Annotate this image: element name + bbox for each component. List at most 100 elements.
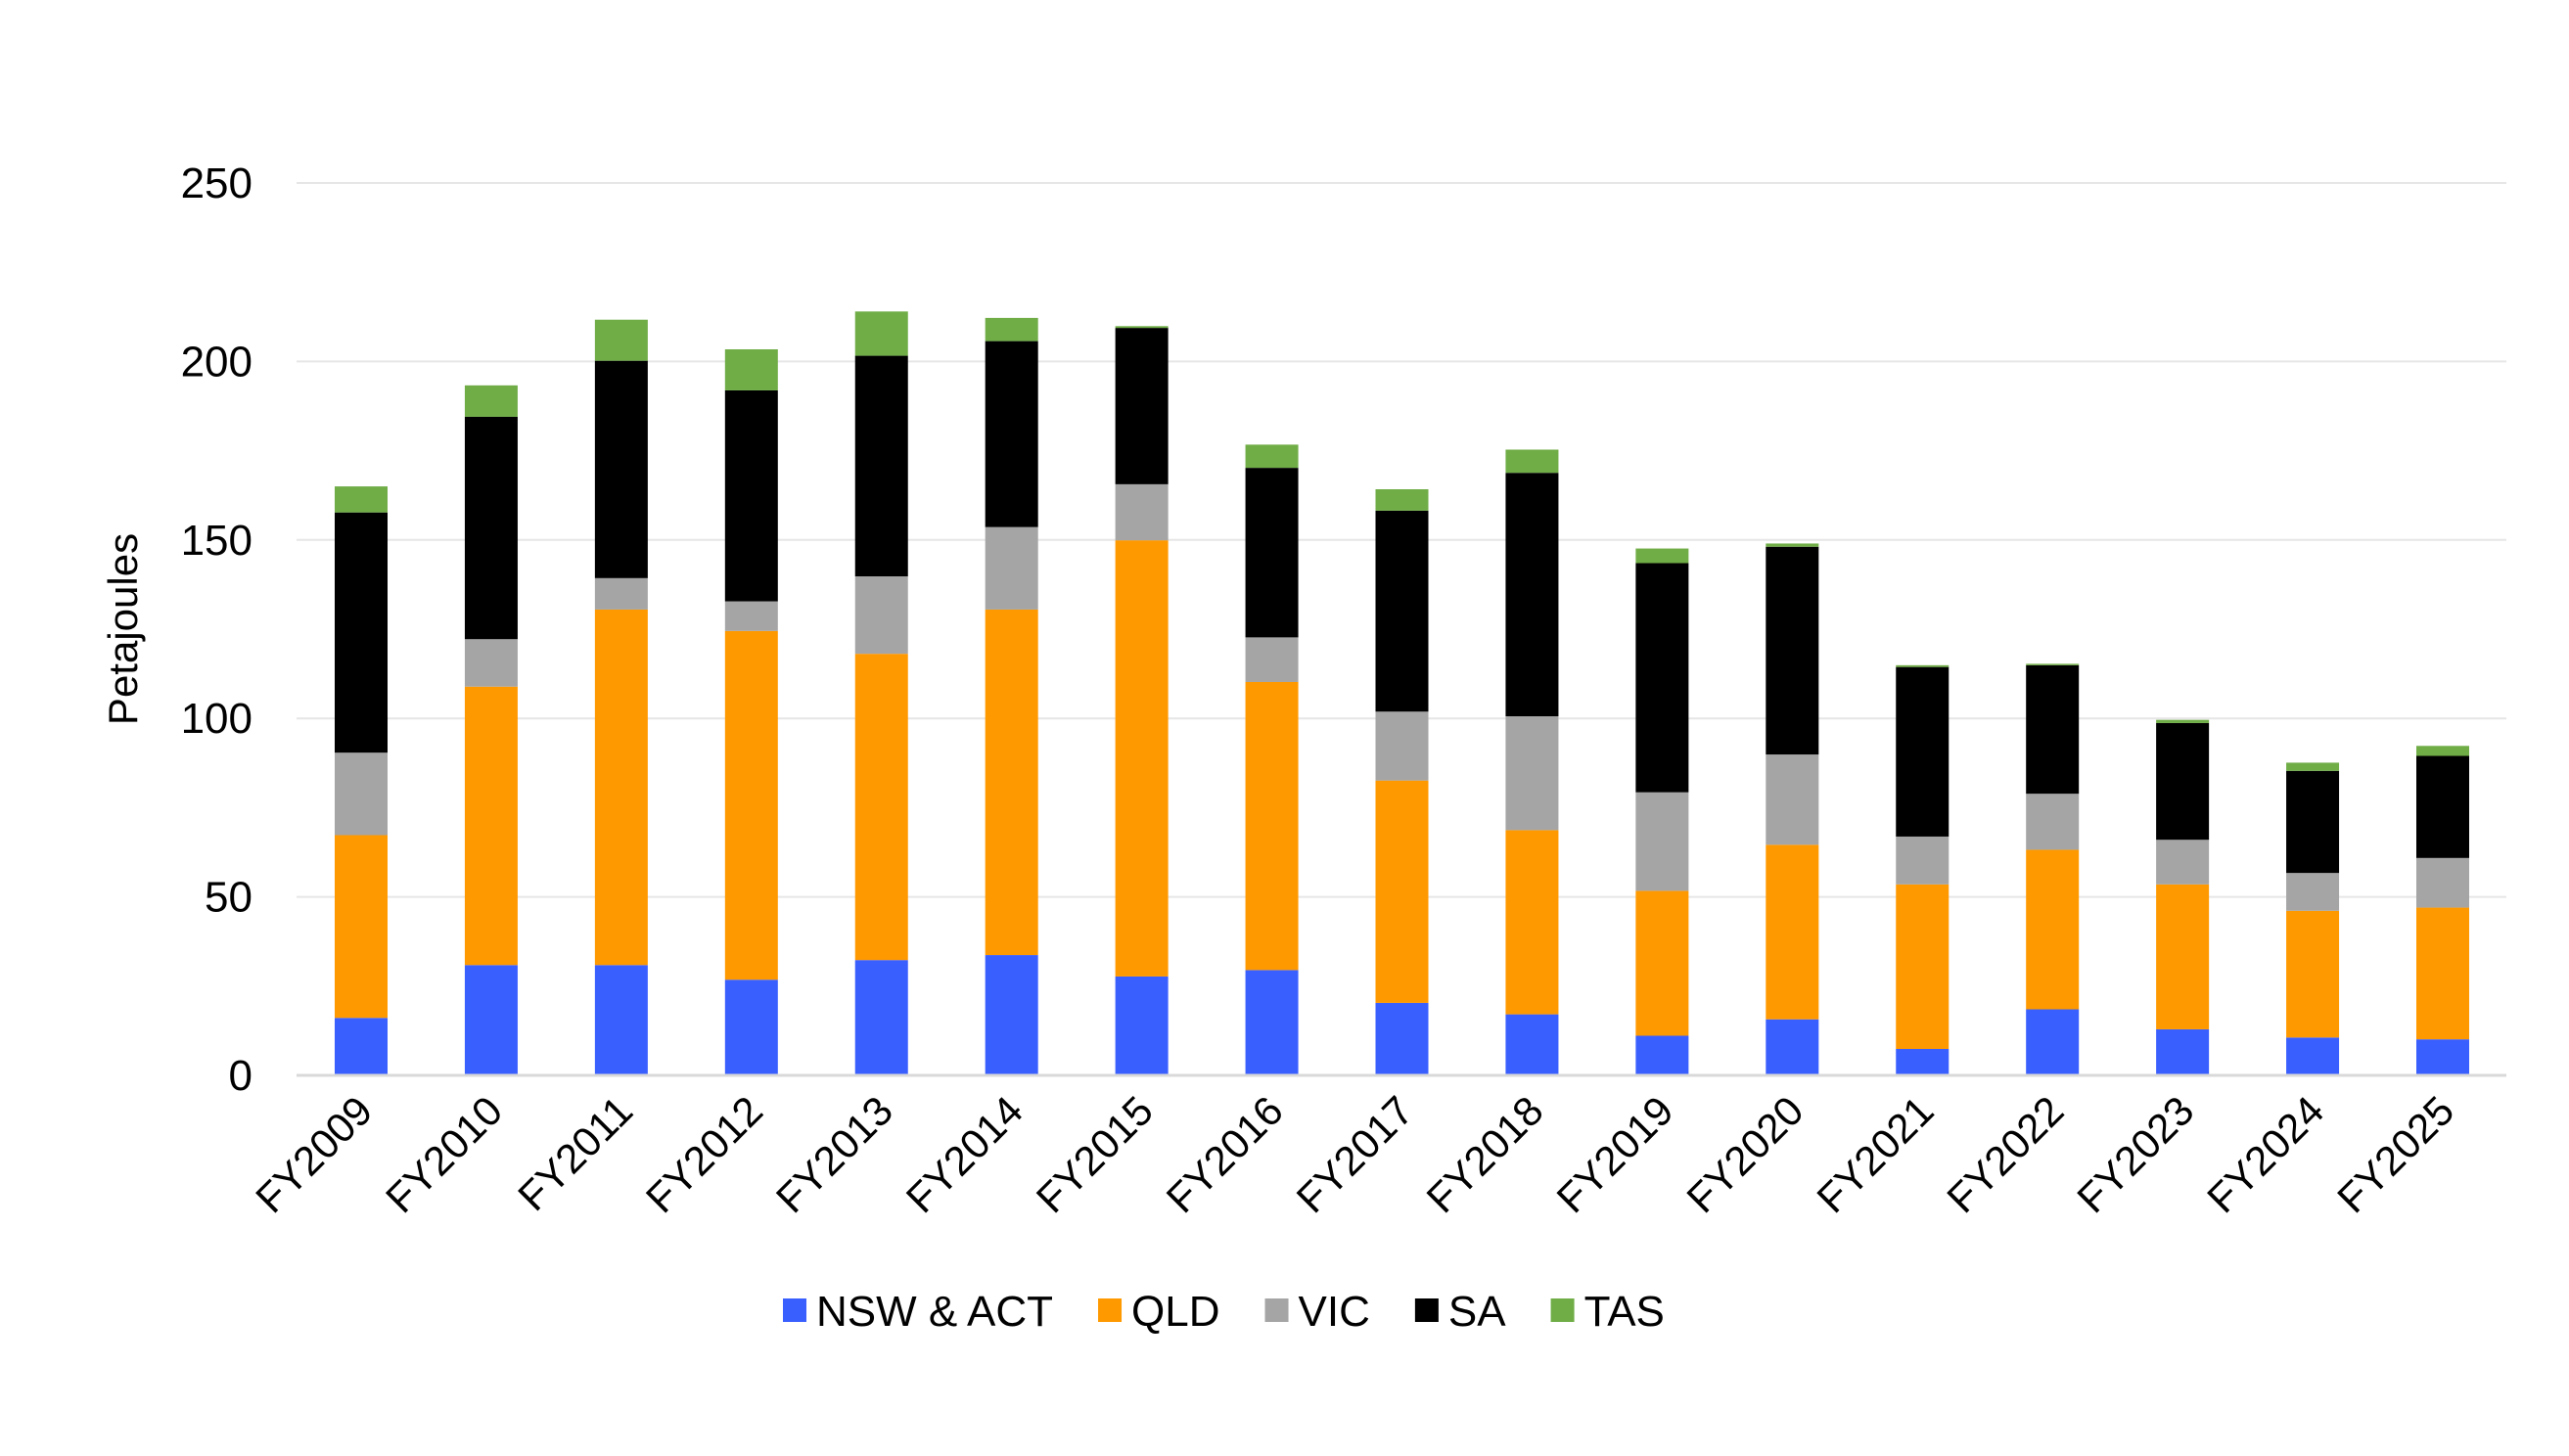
x-tick-label: FY2014 (897, 1087, 1032, 1221)
bar-segment-nsw-act-fy2015 (1115, 976, 1169, 1075)
x-tick-label: FY2019 (1547, 1087, 1681, 1221)
legend-swatch (1550, 1298, 1575, 1322)
legend-label: VIC (1299, 1288, 1370, 1336)
bar-segment-vic-fy2025 (2416, 857, 2469, 908)
bar-segment-vic-fy2019 (1635, 792, 1689, 891)
legend-label: SA (1448, 1288, 1506, 1336)
bar-segment-vic-fy2023 (2156, 840, 2210, 885)
y-tick-label: 100 (181, 695, 252, 743)
legend-item: QLD (1098, 1288, 1220, 1336)
bar-segment-nsw-act-fy2014 (985, 955, 1038, 1075)
bar-segment-sa-fy2023 (2156, 722, 2210, 841)
bar-segment-nsw-act-fy2011 (594, 965, 648, 1075)
bar-segment-nsw-act-fy2012 (724, 979, 778, 1075)
bar-segment-qld-fy2013 (854, 654, 908, 961)
y-tick-label: 200 (181, 338, 252, 386)
bar-segment-tas-fy2025 (2416, 746, 2469, 756)
bar-segment-vic-fy2020 (1766, 754, 1819, 845)
bar-segment-tas-fy2024 (2286, 762, 2340, 771)
bar-segment-tas-fy2012 (724, 348, 778, 390)
x-tick-label: FY2009 (247, 1087, 381, 1221)
x-tick-label: FY2023 (2068, 1087, 2202, 1221)
x-tick-label: FY2010 (377, 1087, 511, 1221)
bar-segment-nsw-act-fy2019 (1635, 1035, 1689, 1075)
legend-item: TAS (1550, 1288, 1665, 1336)
bar-segment-tas-fy2011 (594, 319, 648, 361)
bar-segment-vic-fy2018 (1505, 716, 1559, 831)
bar-segment-vic-fy2021 (1896, 836, 1950, 885)
bar-segment-sa-fy2016 (1245, 468, 1299, 638)
bar-segment-sa-fy2019 (1635, 563, 1689, 793)
bar-segment-vic-fy2009 (335, 752, 388, 836)
bar-segment-qld-fy2024 (2286, 910, 2340, 1038)
y-tick-label: 50 (205, 874, 252, 922)
bar-segment-sa-fy2025 (2416, 755, 2469, 858)
bar-segment-nsw-act-fy2010 (464, 965, 518, 1075)
x-tick-label: FY2013 (767, 1087, 901, 1221)
bar-segment-nsw-act-fy2016 (1245, 970, 1299, 1075)
legend-item: NSW & ACT (783, 1288, 1053, 1336)
bar-segment-sa-fy2015 (1115, 328, 1169, 484)
bar-segment-qld-fy2015 (1115, 540, 1169, 977)
bar-segment-nsw-act-fy2023 (2156, 1028, 2210, 1075)
bar-segment-qld-fy2017 (1375, 780, 1429, 1003)
bar-segment-qld-fy2012 (724, 630, 778, 980)
bar-segment-qld-fy2011 (594, 609, 648, 966)
bar-segment-tas-fy2022 (2026, 663, 2080, 665)
bar-segment-tas-fy2017 (1375, 488, 1429, 511)
bar-segment-tas-fy2020 (1766, 543, 1819, 547)
bar-segment-nsw-act-fy2018 (1505, 1014, 1559, 1075)
x-tick-label: FY2012 (637, 1087, 771, 1221)
x-tick-label: FY2016 (1158, 1087, 1292, 1221)
bar-segment-sa-fy2022 (2026, 664, 2080, 795)
bar-segment-qld-fy2018 (1505, 830, 1559, 1015)
x-tick-label: FY2011 (509, 1087, 641, 1219)
bar-segment-tas-fy2010 (464, 385, 518, 417)
bar-segment-nsw-act-fy2013 (854, 960, 908, 1075)
legend-swatch (783, 1298, 806, 1322)
bar-segment-sa-fy2009 (335, 512, 388, 753)
x-tick-label: FY2020 (1677, 1087, 1812, 1221)
bar-segment-vic-fy2012 (724, 601, 778, 631)
bar-segment-qld-fy2023 (2156, 884, 2210, 1029)
bar-segment-qld-fy2010 (464, 686, 518, 966)
bar-segment-sa-fy2012 (724, 389, 778, 602)
bar-segment-vic-fy2010 (464, 639, 518, 687)
bar-segment-qld-fy2009 (335, 835, 388, 1019)
bar-segment-qld-fy2014 (985, 609, 1038, 956)
bar-segment-sa-fy2017 (1375, 510, 1429, 712)
bar-segment-sa-fy2014 (985, 341, 1038, 527)
bar-segment-sa-fy2011 (594, 360, 648, 578)
legend-item: SA (1414, 1288, 1506, 1336)
bar-segment-vic-fy2024 (2286, 873, 2340, 911)
y-axis-ticks: 0 50 100 150 200 250 (181, 159, 252, 1100)
legend-swatch (1098, 1298, 1123, 1322)
bar-segment-qld-fy2021 (1896, 884, 1950, 1050)
x-tick-label: FY2024 (2198, 1087, 2332, 1221)
bar-segment-qld-fy2020 (1766, 844, 1819, 1020)
y-tick-label: 250 (181, 159, 252, 207)
bar-segment-tas-fy2016 (1245, 444, 1299, 469)
x-tick-label: FY2021 (1808, 1087, 1942, 1221)
x-tick-label: FY2018 (1418, 1087, 1552, 1221)
bar-segment-tas-fy2013 (854, 311, 908, 356)
bars (335, 311, 2469, 1075)
bar-segment-tas-fy2019 (1635, 548, 1689, 564)
bar-segment-qld-fy2025 (2416, 907, 2469, 1040)
bar-segment-tas-fy2023 (2156, 719, 2210, 723)
bar-segment-qld-fy2016 (1245, 681, 1299, 971)
bar-segment-sa-fy2020 (1766, 546, 1819, 755)
bar-segment-sa-fy2013 (854, 355, 908, 577)
legend: NSW & ACT QLD VIC SA TAS (783, 1288, 1665, 1336)
legend-item: VIC (1264, 1288, 1370, 1336)
bar-segment-sa-fy2010 (464, 416, 518, 640)
bar-segment-vic-fy2015 (1115, 483, 1169, 541)
y-tick-label: 0 (229, 1052, 252, 1100)
legend-swatch (1264, 1298, 1289, 1322)
bar-segment-vic-fy2014 (985, 526, 1038, 610)
bar-segment-sa-fy2021 (1896, 666, 1950, 837)
bar-segment-tas-fy2021 (1896, 664, 1950, 667)
y-tick-label: 150 (181, 517, 252, 565)
legend-swatch (1414, 1298, 1439, 1322)
